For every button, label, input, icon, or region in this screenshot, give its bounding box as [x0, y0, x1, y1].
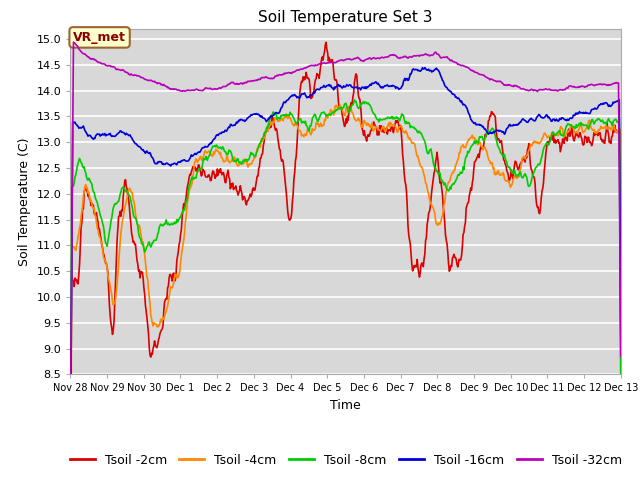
- Text: VR_met: VR_met: [73, 31, 126, 44]
- Title: Soil Temperature Set 3: Soil Temperature Set 3: [259, 10, 433, 25]
- Y-axis label: Soil Temperature (C): Soil Temperature (C): [18, 137, 31, 266]
- X-axis label: Time: Time: [330, 399, 361, 412]
- Legend: Tsoil -2cm, Tsoil -4cm, Tsoil -8cm, Tsoil -16cm, Tsoil -32cm: Tsoil -2cm, Tsoil -4cm, Tsoil -8cm, Tsoi…: [65, 449, 627, 472]
